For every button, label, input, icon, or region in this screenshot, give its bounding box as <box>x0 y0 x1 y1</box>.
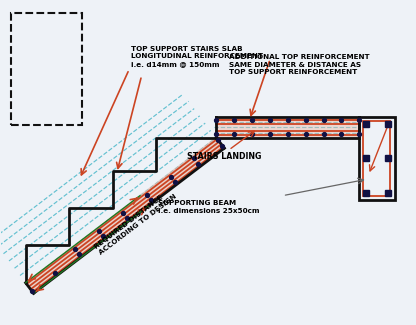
Bar <box>364 121 391 196</box>
Text: TOP SUPPORT STAIRS SLAB
LONGITUDINAL REINFORCEMENT
i.e. d14mm @ 150mm: TOP SUPPORT STAIRS SLAB LONGITUDINAL REI… <box>131 46 263 67</box>
Polygon shape <box>216 117 359 137</box>
Text: STAIRS LANDING: STAIRS LANDING <box>187 152 262 161</box>
Bar <box>359 117 394 200</box>
Polygon shape <box>25 137 224 293</box>
Text: SUPPORTING BEAM
i.e. dimensions 25x50cm: SUPPORTING BEAM i.e. dimensions 25x50cm <box>158 200 260 214</box>
Text: ADDITIONAL TOP REINFORCEMENT
SAME DIAMETER & DISTANCE AS
TOP SUPPORT REINFORCEME: ADDITIONAL TOP REINFORCEMENT SAME DIAMET… <box>229 54 369 75</box>
Bar <box>11 13 82 125</box>
Text: REQUIRED DISTANCE
ACCORDING TO DESIGN: REQUIRED DISTANCE ACCORDING TO DESIGN <box>93 187 178 256</box>
